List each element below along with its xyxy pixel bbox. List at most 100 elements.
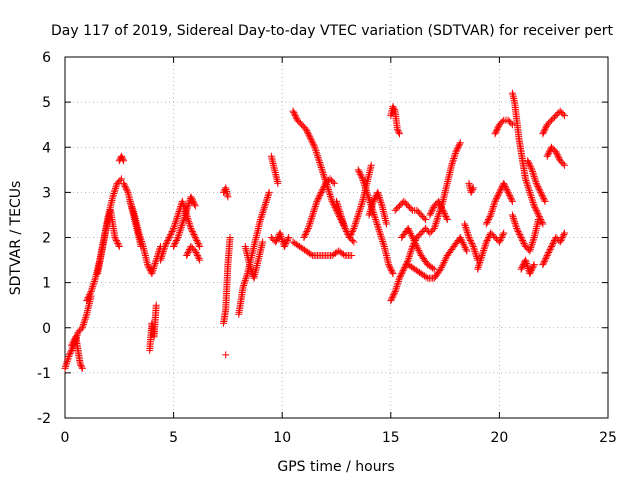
data-point: [75, 327, 83, 335]
data-point: [277, 232, 285, 240]
y-axis-label: SDTVAR / TECUs: [8, 181, 24, 296]
data-point: [307, 250, 315, 258]
data-point: [394, 203, 402, 211]
data-point: [257, 214, 265, 222]
data-point: [522, 177, 530, 185]
data-point: [148, 268, 156, 276]
data-point: [348, 229, 356, 237]
data-point: [393, 283, 401, 291]
data-point: [170, 243, 178, 251]
data-point: [420, 214, 428, 222]
data-point: [267, 234, 275, 241]
data-point: [371, 212, 379, 220]
data-point: [437, 203, 445, 211]
data-point: [519, 238, 527, 246]
data-point: [548, 243, 556, 251]
data-point: [521, 243, 529, 251]
data-point: [293, 116, 301, 124]
data-point: [376, 231, 384, 239]
y-tick-label: -1: [37, 366, 51, 382]
data-point: [360, 180, 368, 188]
data-point: [150, 265, 158, 273]
data-point: [503, 187, 511, 195]
data-point: [395, 130, 403, 138]
data-point: [179, 199, 187, 207]
data-point: [327, 176, 335, 184]
data-point: [456, 140, 464, 148]
data-point: [379, 239, 387, 247]
data-point: [395, 276, 403, 284]
data-point: [495, 238, 503, 246]
data-point: [479, 248, 487, 256]
grid: [65, 57, 608, 418]
data-point: [406, 228, 414, 236]
data-point: [553, 151, 561, 159]
data-point: [391, 288, 399, 296]
data-point: [162, 240, 170, 248]
data-point: [336, 209, 344, 217]
data-point: [113, 238, 121, 246]
data-point: [242, 275, 250, 283]
data-point: [311, 145, 319, 153]
data-point: [354, 166, 362, 174]
data-point: [114, 240, 122, 248]
data-point: [178, 222, 186, 230]
data-point: [382, 220, 390, 228]
data-point: [366, 208, 374, 216]
data-point: [556, 157, 564, 165]
data-point: [240, 280, 248, 288]
data-point: [392, 286, 400, 294]
data-point: [367, 206, 375, 214]
data-point: [462, 223, 470, 231]
data-point: [326, 175, 334, 183]
data-point: [493, 194, 501, 202]
data-point: [179, 201, 187, 209]
data-point: [307, 136, 315, 144]
data-point: [152, 301, 160, 309]
data-point: [437, 265, 445, 273]
data-point: [301, 232, 309, 240]
data-point: [541, 125, 549, 133]
data-point: [325, 189, 333, 197]
data-point: [461, 244, 469, 252]
data-point: [319, 185, 327, 193]
data-point: [115, 178, 123, 186]
data-point: [560, 230, 568, 238]
y-tick-label: 1: [42, 276, 51, 292]
data-point: [363, 190, 371, 198]
data-point: [530, 173, 538, 181]
data-point: [482, 238, 490, 246]
data-point: [320, 182, 328, 190]
data-point: [171, 221, 179, 229]
data-point: [505, 190, 513, 198]
data-point: [171, 219, 179, 227]
data-point: [224, 193, 232, 201]
data-point: [283, 237, 291, 245]
data-point: [531, 174, 539, 182]
data-point: [538, 218, 546, 226]
data-point: [312, 147, 320, 155]
data-point: [498, 234, 506, 241]
data-point: [374, 224, 382, 232]
data-point: [515, 229, 523, 237]
data-point: [526, 270, 534, 278]
data-point: [306, 133, 314, 141]
data-point: [247, 264, 255, 272]
data-point: [558, 158, 566, 166]
data-point: [556, 238, 564, 246]
data-point: [404, 224, 412, 232]
data-point: [439, 206, 447, 214]
data-point: [170, 241, 178, 249]
data-point: [525, 185, 533, 193]
data-point: [508, 121, 516, 129]
data-point: [545, 119, 553, 127]
data-point: [463, 247, 471, 255]
data-point: [548, 143, 556, 151]
data-point: [495, 121, 503, 129]
data-point: [486, 212, 494, 220]
data-point: [460, 242, 468, 250]
data-point: [385, 261, 393, 269]
data-point: [539, 261, 547, 269]
data-point: [388, 294, 396, 302]
data-point: [79, 322, 87, 330]
